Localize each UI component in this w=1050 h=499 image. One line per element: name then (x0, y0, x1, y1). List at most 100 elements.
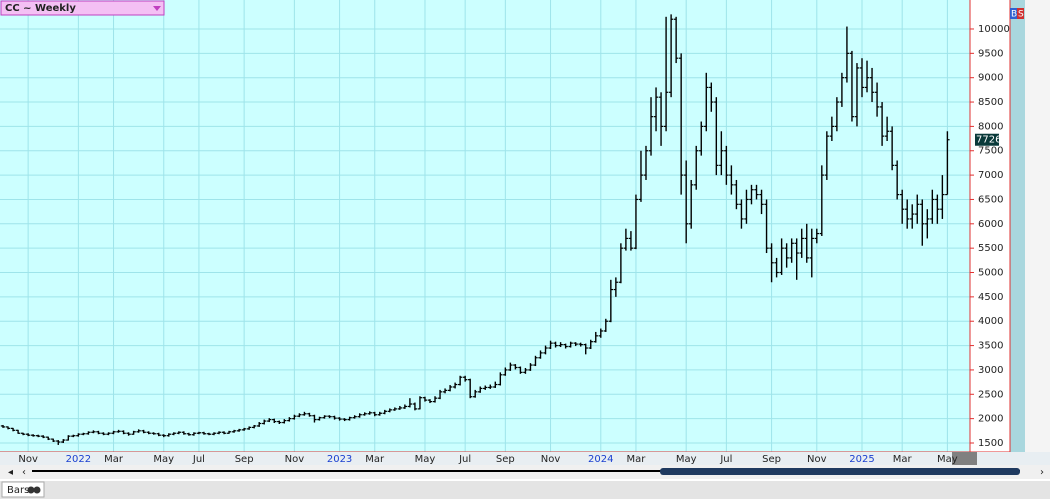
price-bar (673, 16, 679, 64)
price-bar (945, 131, 950, 196)
price-bar (292, 414, 297, 420)
price-bar (704, 72, 709, 132)
price-bar (633, 194, 639, 250)
tab[interactable] (1, 481, 45, 498)
price-bar (689, 179, 694, 229)
price-bar (854, 63, 860, 127)
price-bar (307, 412, 312, 417)
price-bar (462, 375, 468, 382)
price-bar (874, 82, 880, 117)
x-tick-label: May (153, 454, 174, 465)
price-bar (251, 424, 257, 429)
scroll-right[interactable]: › (1040, 467, 1044, 478)
dropdown-arrow[interactable] (153, 6, 161, 11)
price-bar (337, 417, 342, 421)
price-bar (543, 345, 548, 355)
side-strip (1010, 0, 1025, 452)
price-bar (126, 432, 131, 436)
price-bar (608, 279, 614, 323)
price-bar (814, 228, 819, 244)
date-axis-area (0, 452, 1050, 465)
y-tick-label: 5500 (978, 243, 1003, 254)
price-bar (262, 419, 267, 425)
price-bar (196, 431, 202, 435)
y-tick-label: 4000 (978, 316, 1003, 327)
price-bar (407, 398, 413, 408)
buy-label[interactable]: B (1011, 10, 1017, 20)
symbol-box[interactable] (0, 0, 165, 16)
price-bar (493, 381, 498, 388)
price-bar (392, 407, 398, 411)
x-tick-label: Sep (496, 454, 515, 465)
price-bar (30, 434, 36, 437)
sell-button[interactable] (1017, 8, 1024, 19)
price-bar (432, 396, 438, 403)
price-bar (709, 82, 714, 112)
y-tick-label: 6000 (978, 219, 1003, 230)
price-bar (151, 432, 156, 435)
price-bar (51, 438, 56, 443)
price-bar (623, 228, 629, 251)
price-bar (141, 429, 146, 434)
price-bar (528, 363, 533, 371)
price-bar (628, 231, 634, 251)
price-bar (658, 92, 664, 146)
price-bar (166, 433, 171, 437)
x-tick-label: Mar (104, 454, 124, 465)
price-bar (412, 402, 418, 411)
price-bar (779, 238, 784, 275)
price-bar (322, 415, 327, 419)
y-tick-label: 10000 (978, 24, 1010, 35)
price-bar (41, 435, 46, 439)
scroll-step-left[interactable]: ‹ (22, 467, 26, 478)
price-bar (789, 238, 794, 263)
price-bar (447, 385, 453, 392)
price-bar (287, 417, 292, 422)
price-bar (643, 145, 649, 180)
sell-label[interactable]: S (1018, 10, 1024, 20)
x-tick-label: 2025 (849, 454, 874, 465)
price-bar (734, 179, 739, 210)
price-bar (191, 432, 197, 436)
price-bar (282, 419, 287, 424)
x-tick-label: May (415, 454, 436, 465)
x-tick-label: 2023 (327, 454, 352, 465)
price-bar (834, 97, 840, 132)
price-bar (362, 412, 367, 416)
y-tick-label: 1500 (978, 438, 1003, 449)
x-tick-label: 2024 (588, 454, 613, 465)
price-bar (749, 184, 754, 205)
price-bar (352, 415, 357, 419)
price-bar (71, 434, 76, 438)
x-tick-label: May (676, 454, 697, 465)
x-tick-label: Jul (458, 454, 471, 465)
price-bar (5, 426, 11, 430)
price-bar (553, 341, 558, 348)
price-bar (246, 426, 252, 430)
scroll-left[interactable]: ◂ (8, 467, 13, 478)
price-bar (935, 194, 940, 224)
price-bar (81, 432, 86, 436)
price-bar (186, 432, 192, 436)
price-bar (347, 416, 352, 421)
buy-button[interactable] (1010, 8, 1017, 19)
price-bar (372, 411, 377, 417)
price-bar (171, 432, 177, 436)
x-tick-label: Nov (807, 454, 827, 465)
price-bar (131, 430, 136, 435)
y-axis: 1500 2000 2500 3000 3500 4000 4500 5000 5500 6000… (970, 24, 1010, 449)
price-bar (603, 318, 609, 332)
price-bar (342, 418, 347, 422)
x-tick-label: Nov (285, 454, 305, 465)
price-bar (648, 97, 654, 156)
price-bar (46, 436, 51, 441)
price-bar (744, 189, 749, 224)
price-bar (683, 160, 689, 244)
price-bar (769, 243, 774, 283)
price-bar (884, 116, 890, 142)
tab-label[interactable]: Bars (7, 485, 29, 496)
price-bar (523, 367, 528, 374)
bars (0, 14, 950, 445)
price-bar (598, 328, 603, 338)
scroll-thumb[interactable] (660, 468, 1020, 475)
